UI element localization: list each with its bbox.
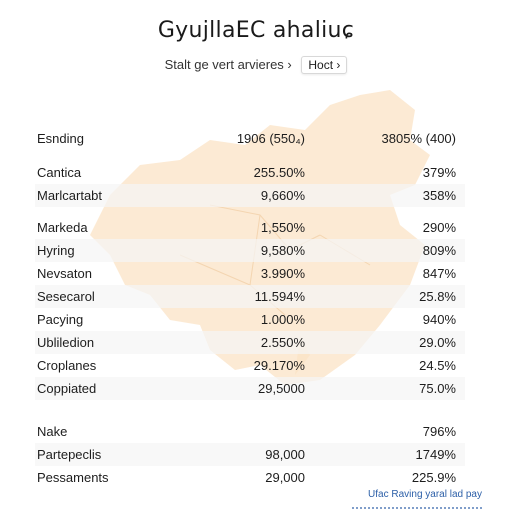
table-row: Cantica 255.50% 379% — [35, 161, 465, 184]
row-value-1: 3.990% — [260, 266, 305, 281]
row-value-2: 358% — [422, 188, 456, 203]
row-value-1: 11.594% — [254, 289, 305, 304]
row-value-2: 940% — [422, 312, 456, 327]
row-value-2: 290% — [422, 220, 456, 235]
source-link[interactable]: Ufac Raving yaral lad pay — [368, 489, 482, 500]
row-label: Pacying — [37, 312, 84, 327]
table-row: Sesecarol 11.594% 25.8% — [35, 285, 465, 308]
row-label: Croplanes — [37, 358, 97, 373]
row-label: Marlcartabt — [37, 188, 103, 203]
row-value-1: 29.170% — [253, 358, 305, 373]
table-row: Nake 796% — [35, 420, 465, 443]
row-value-2: 25.8% — [419, 289, 456, 304]
table-row: Nevsaton 3.990% 847% — [35, 262, 465, 285]
data-table: Esnding 1906 (550₄) 3805% (400) Cantica … — [35, 126, 465, 489]
row-value-2: 24.5% — [419, 358, 456, 373]
row-label: Hyring — [37, 243, 75, 258]
row-value-1: 29,000 — [265, 470, 305, 485]
row-label: Sesecarol — [37, 289, 95, 304]
row-value-2: 809% — [422, 243, 456, 258]
table-row: Croplanes 29.170% 24.5% — [35, 354, 465, 377]
table-row: Hyring 9,580% 809% — [35, 239, 465, 262]
row-label: Nake — [37, 424, 68, 439]
row-value-1: 9,660% — [260, 188, 305, 203]
row-value-1: 9,580% — [260, 243, 305, 258]
table-row: Pessaments 29,000 225.9% — [35, 466, 465, 489]
column-header: Esnding — [37, 131, 84, 146]
filter-select[interactable]: Hoct › — [301, 56, 348, 74]
row-label: Coppiated — [37, 381, 97, 396]
row-value-2: 29.0% — [419, 335, 456, 350]
table-row: Coppiated 29,5000 75.0% — [35, 377, 465, 400]
row-value-2: 847% — [422, 266, 456, 281]
table-row: Partepeclis 98,000 1749% — [35, 443, 465, 466]
table-row: Ubliledion 2.550% 29.0% — [35, 331, 465, 354]
table-row: Pacying 1.000% 940% — [35, 308, 465, 331]
page-title: GyujllaEC ahaliuɕ — [157, 18, 355, 43]
table-row: Markeda 1,550% 290% — [35, 216, 465, 239]
row-label: Nevsaton — [37, 266, 92, 281]
row-value-1: 1.000% — [260, 312, 305, 327]
row-value-1: 29,5000 — [258, 381, 305, 396]
table-header-row: Esnding 1906 (550₄) 3805% (400) — [35, 126, 465, 152]
filter-bar: Stalt ge vert arvieres › Hoct › — [0, 56, 512, 74]
column-header: 3805% (400) — [381, 131, 456, 146]
table-row: Marlcartabt 9,660% 358% — [35, 184, 465, 207]
row-value-2: 225.9% — [411, 470, 456, 485]
row-value-2: 75.0% — [419, 381, 456, 396]
row-value-1: 255.50% — [253, 165, 305, 180]
row-value-2: 1749% — [415, 447, 456, 462]
row-label: Ubliledion — [37, 335, 95, 350]
row-value-1: 98,000 — [265, 447, 305, 462]
row-label: Cantica — [37, 165, 82, 180]
row-value-2: 379% — [422, 165, 456, 180]
row-value-1: 2.550% — [260, 335, 305, 350]
footer-underline — [352, 503, 482, 509]
column-header: 1906 (550₄) — [236, 131, 305, 146]
row-label: Markeda — [37, 220, 88, 235]
filter-label: Stalt ge vert arvieres › — [164, 57, 292, 72]
row-value-1: 1,550% — [260, 220, 305, 235]
row-value-2: 796% — [422, 424, 456, 439]
background-map — [70, 85, 490, 405]
row-label: Partepeclis — [37, 447, 102, 462]
row-label: Pessaments — [37, 470, 109, 485]
